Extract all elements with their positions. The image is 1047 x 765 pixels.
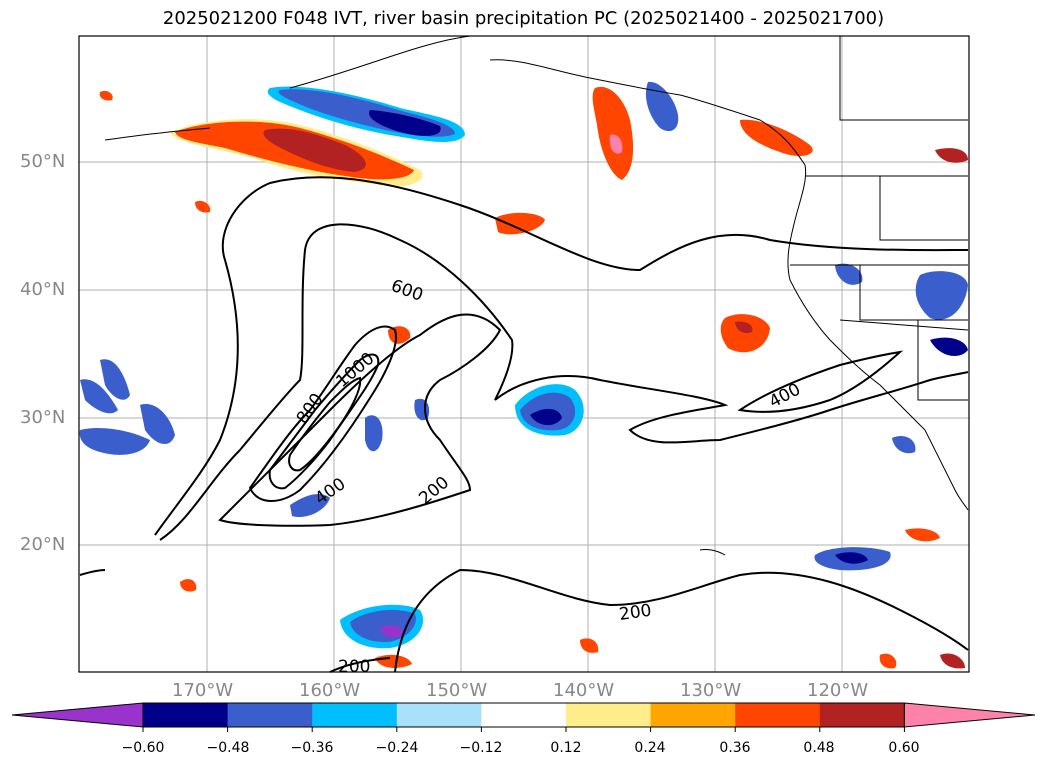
colorbar-segment [481,703,567,727]
lon-label-150w: 150°W [426,680,488,701]
colorbar-segment [735,703,821,727]
lon-label-120w: 120°W [807,680,869,701]
colorbar-segment [396,703,482,727]
contour-label-200-southwest: 200 [338,657,370,677]
lat-label-30n: 30°N [20,407,66,428]
colorbar-segment [650,703,736,727]
colorbar-segment [227,703,313,727]
colorbar-tick-label: 0.24 [634,740,666,756]
colorbar-extend-left [11,702,144,728]
colorbar-extend-right [903,702,1036,728]
lon-label-130w: 130°W [680,680,742,701]
colorbar [11,702,1036,732]
lat-label-20n: 20°N [20,534,66,555]
colorbar-segment [566,703,652,727]
colorbar-outline [142,702,905,728]
lon-label-170w: 170°W [172,680,234,701]
colorbar-tick-label: 0.48 [803,740,835,756]
map-frame [78,35,970,673]
colorbar-tick-label: −0.12 [459,740,503,756]
lat-label-40n: 40°N [20,279,66,300]
coastlines [104,35,969,556]
contour-label-200-south: 200 [618,601,653,625]
map-title: 2025021200 F048 IVT, river basin precipi… [162,8,885,29]
colorbar-tick-label: −0.60 [121,740,165,756]
colorbar-tick-label: 0.36 [719,740,751,756]
colorbar-tick-label: −0.24 [375,740,419,756]
lat-label-50n: 50°N [20,151,66,172]
colorbar-tick-label: 0.12 [550,740,582,756]
ivt-contours [79,176,969,673]
colorbar-tick-label: 0.60 [888,740,920,756]
colorbar-segment [143,703,229,727]
lon-label-160w: 160°W [299,680,361,701]
colorbar-segment [312,703,398,727]
lon-label-140w: 140°W [553,680,615,701]
colorbar-segment [819,703,905,727]
colorbar-tick-label: −0.36 [290,740,334,756]
colorbar-tick-label: −0.48 [206,740,250,756]
